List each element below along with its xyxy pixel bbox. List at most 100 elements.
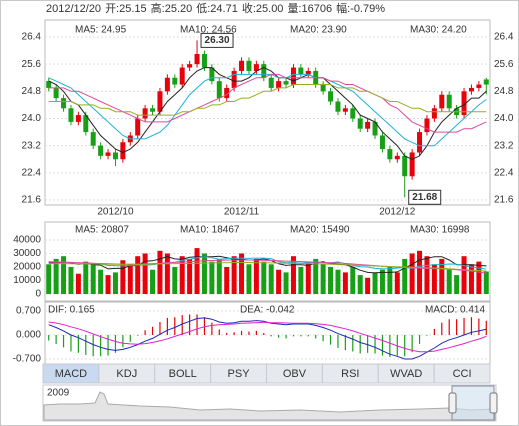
y-tick-label: 20000 xyxy=(13,262,41,273)
volume-frame xyxy=(44,221,491,302)
volume: 量:16706 xyxy=(287,2,332,15)
candle-body xyxy=(283,81,289,85)
volume-bar xyxy=(261,261,267,294)
volume-bar xyxy=(372,272,378,294)
tab-label[interactable]: PSY xyxy=(228,368,251,380)
volume-bar xyxy=(246,264,252,294)
volume-bar xyxy=(320,264,326,294)
tab-label[interactable]: WVAD xyxy=(390,368,422,380)
volume-bar xyxy=(409,253,415,294)
high: 高:25.20 xyxy=(151,1,193,15)
candle-body xyxy=(46,81,52,88)
candle-body xyxy=(53,87,59,99)
legend-entry: MA20: 15490 xyxy=(290,225,350,236)
candle-body xyxy=(194,53,200,65)
candle-body xyxy=(328,91,334,102)
candle-body xyxy=(379,135,385,150)
series-line xyxy=(48,73,487,147)
volume-bar xyxy=(46,264,52,294)
candle-body xyxy=(468,87,474,92)
candle-body xyxy=(268,77,274,88)
volume-bar xyxy=(313,258,319,294)
candle-body xyxy=(439,94,445,109)
candle-body xyxy=(424,118,430,133)
legend-entry: DIF: 0.165 xyxy=(48,305,95,316)
legend-entry: MA5: 24.95 xyxy=(75,25,127,36)
volume-bar xyxy=(283,272,289,294)
volume-bar xyxy=(357,275,363,294)
legend-entry: MA10: 18467 xyxy=(180,225,240,236)
volume-bar xyxy=(417,250,423,294)
volume-bar xyxy=(290,256,296,294)
y-tick-label: 30000 xyxy=(13,248,41,259)
tab[interactable] xyxy=(433,363,491,384)
tab-label[interactable]: MACD xyxy=(55,368,87,380)
tab-label[interactable]: OBV xyxy=(283,368,307,380)
volume-bar xyxy=(365,277,371,294)
y-tick-label: -0.700 xyxy=(13,354,42,365)
series-line xyxy=(48,84,487,116)
macd-legend: MACD: 0.414 xyxy=(425,305,485,316)
y-tick-label: 0.000 xyxy=(16,330,41,341)
series-line xyxy=(48,255,487,274)
tab-label[interactable]: BOLL xyxy=(169,368,197,380)
volume-bar xyxy=(439,258,445,294)
tab-label[interactable]: RSI xyxy=(341,368,359,380)
volume-bar xyxy=(112,272,118,294)
candle-body xyxy=(246,60,252,71)
x-tick-label: 2012/12 xyxy=(379,207,416,218)
candle-body xyxy=(172,77,178,85)
volume-bar xyxy=(328,267,334,294)
candle-body xyxy=(261,64,267,78)
y-tick-label-right: 24.0 xyxy=(494,113,514,124)
candle-body xyxy=(253,64,259,71)
candle-body xyxy=(365,121,371,129)
volume-bar xyxy=(61,256,67,294)
candle-body xyxy=(157,91,163,112)
volume-bar xyxy=(454,275,460,294)
volume-bar xyxy=(224,267,230,294)
candle-body xyxy=(150,108,156,112)
candle-body xyxy=(90,132,96,146)
volume-bar xyxy=(83,261,89,294)
volume-bar xyxy=(476,261,482,294)
tabs: MACD KDJ BOLL PSY OBV RSI WVAD CCI xyxy=(42,363,491,384)
y-tick-label: 0.700 xyxy=(16,306,41,317)
series-line xyxy=(48,73,487,133)
candle-body xyxy=(476,84,482,88)
navigator-handle[interactable] xyxy=(448,392,457,414)
volume-bar xyxy=(379,269,385,294)
candle-body xyxy=(461,91,467,116)
volume-bar xyxy=(253,258,259,294)
volume-bar xyxy=(387,267,393,294)
tab-label[interactable]: CCI xyxy=(453,368,472,380)
candle-body xyxy=(276,81,282,88)
volume-bar xyxy=(142,253,148,294)
volume-bar xyxy=(105,275,111,294)
candle-body xyxy=(483,79,489,85)
y-tick-label: 22.4 xyxy=(22,167,42,178)
volume-bar xyxy=(53,258,59,294)
open: 开:25.15 xyxy=(105,3,147,15)
price-frame xyxy=(44,19,491,206)
navigator-window[interactable] xyxy=(451,385,495,421)
y-tick-label: 25.6 xyxy=(22,59,42,70)
navigator-handle[interactable] xyxy=(489,392,498,414)
candle-body xyxy=(209,67,215,82)
candle-body xyxy=(120,142,126,160)
legend-entry: MA10: 24.56 xyxy=(180,25,237,36)
y-tick-label: 0 xyxy=(35,289,41,300)
volume-bar xyxy=(216,258,222,294)
volume-bar xyxy=(172,267,178,294)
legend-entry: MA30: 16998 xyxy=(410,225,470,236)
annotation-box xyxy=(408,189,442,205)
candle-body xyxy=(98,145,104,156)
candle-body xyxy=(179,67,185,85)
y-tick-label: 23.2 xyxy=(22,140,42,151)
navigator-label: 2009 xyxy=(47,388,70,399)
tab-label[interactable]: KDJ xyxy=(116,368,137,380)
candle-body xyxy=(61,98,67,109)
volume-bar xyxy=(424,256,430,294)
